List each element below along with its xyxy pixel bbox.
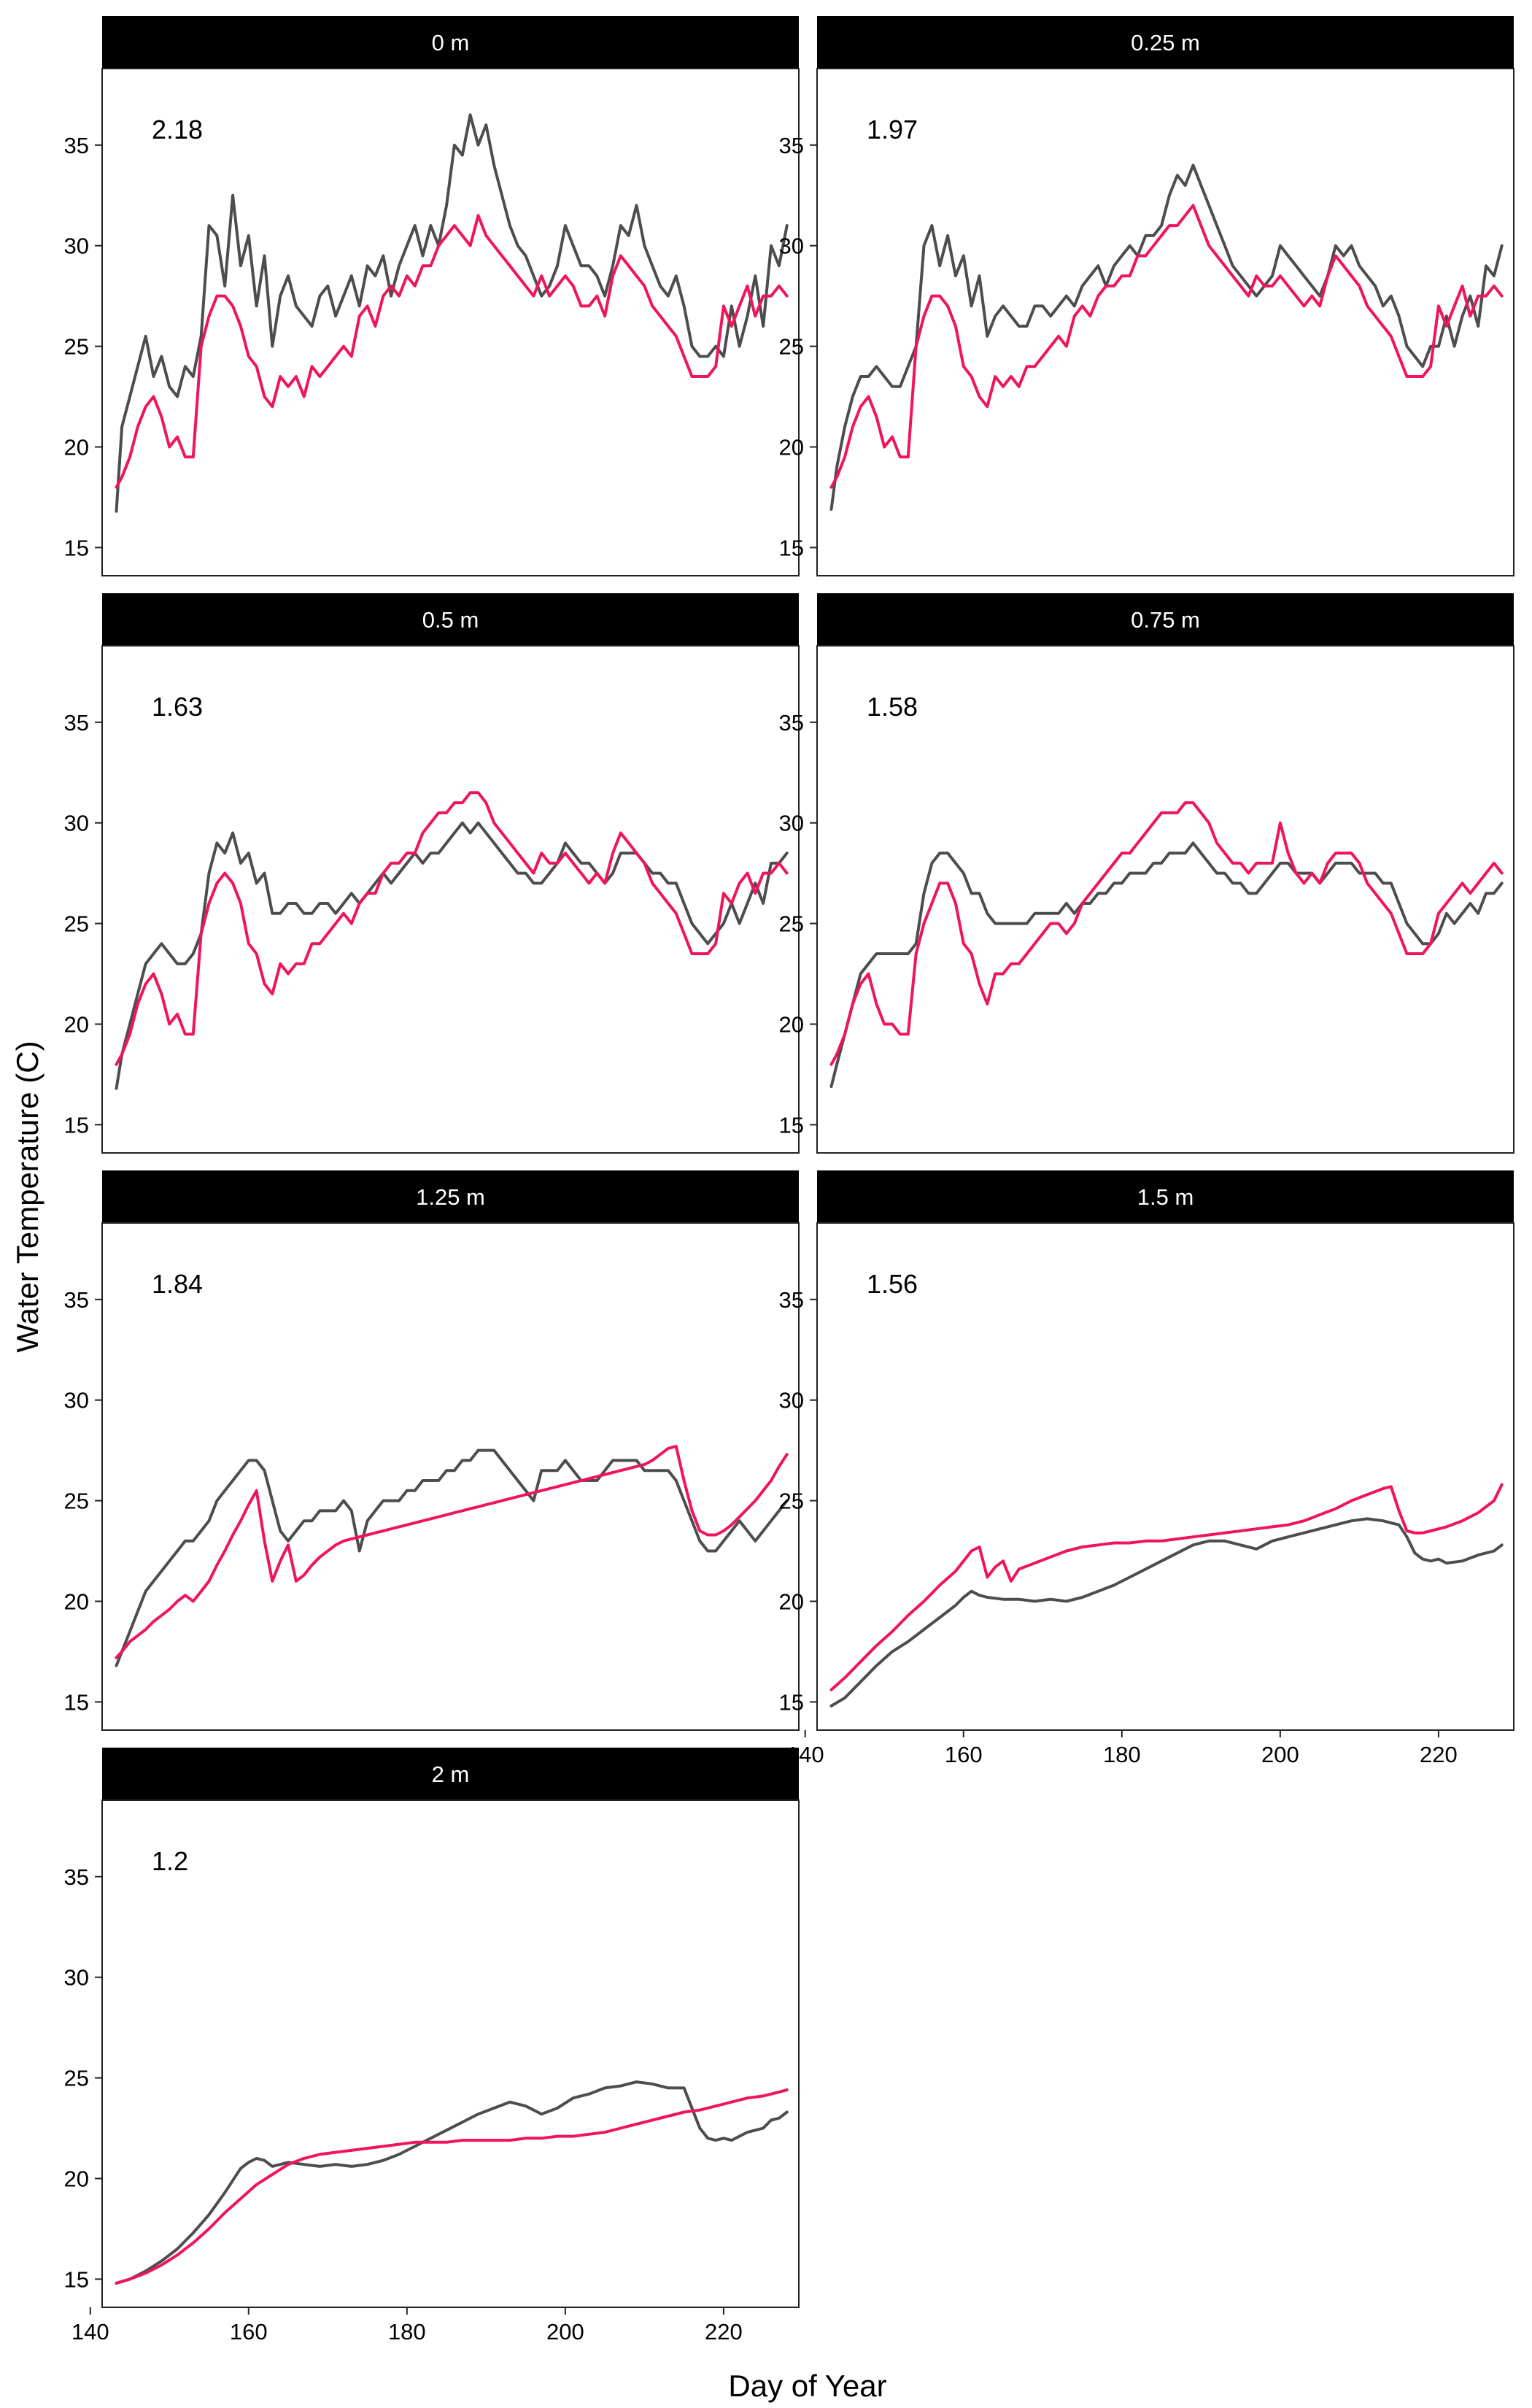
y-tick-label: 20 — [779, 1589, 804, 1614]
series-line-observed — [115, 821, 789, 1090]
panel-plot-area — [101, 68, 800, 576]
y-tick-label: 30 — [64, 1388, 89, 1413]
panel-strip-label: 0.5 m — [422, 607, 479, 633]
series-line-observed — [829, 841, 1504, 1088]
panel-strip-label: 0.25 m — [1131, 30, 1200, 55]
y-tick-label: 30 — [64, 1965, 89, 1991]
y-tick-label: 25 — [64, 911, 89, 937]
y-tick-label: 25 — [779, 334, 804, 360]
panel-strip-label: 0.75 m — [1131, 607, 1200, 633]
y-axis-title: Water Temperature (C) — [10, 1041, 45, 1352]
panel-plot-area — [101, 1222, 800, 1731]
x-tick-label: 160 — [230, 2319, 268, 2345]
series-line-observed — [115, 2080, 789, 2285]
y-tick-label: 35 — [64, 1864, 89, 1890]
y-tick-label: 15 — [779, 535, 804, 560]
y-tick-label: 25 — [64, 2066, 89, 2091]
panels-layer: 0 m 15 20 25 30 35 2.18 0.25 m 15 20 25 30 35 1.97 0.5… — [64, 16, 1514, 2345]
x-tick-label: 160 — [945, 1742, 983, 1767]
series-line-observed — [115, 1448, 789, 1667]
panel-strip — [102, 1748, 799, 1800]
x-tick-label: 220 — [705, 2319, 743, 2345]
panel-strip — [102, 593, 799, 646]
rmse-annotation: 1.2 — [152, 1846, 188, 1876]
y-tick-label: 20 — [64, 1011, 89, 1037]
series-line-observed — [829, 163, 1504, 511]
y-tick-label: 35 — [779, 710, 804, 736]
series-line-modeled — [115, 791, 789, 1066]
y-tick-label: 20 — [64, 2166, 89, 2191]
y-tick-label: 25 — [64, 334, 89, 360]
rmse-annotation: 1.84 — [152, 1269, 203, 1299]
y-tick-label: 15 — [64, 2266, 89, 2292]
y-tick-label: 20 — [64, 434, 89, 460]
x-tick-label: 140 — [71, 2319, 109, 2345]
panel-plot-area — [816, 1222, 1514, 1731]
y-tick-label: 20 — [64, 1589, 89, 1614]
panel-strip-label: 1.25 m — [416, 1184, 485, 1210]
panel-strip — [817, 1170, 1514, 1223]
series-line-modeled — [115, 1445, 789, 1659]
series-line-modeled — [829, 204, 1504, 489]
series-line-observed — [115, 113, 789, 513]
y-tick-label: 20 — [779, 434, 804, 460]
x-axis-title: Day of Year — [728, 2369, 886, 2403]
y-tick-label: 20 — [779, 1011, 804, 1037]
panel-2-m: 2 m 15 20 25 30 35 140 160 180 200 220 1.2 — [64, 1748, 800, 2345]
panel-strip — [102, 1170, 799, 1223]
panel-0-25-m: 0.25 m 15 20 25 30 35 1.97 — [779, 16, 1514, 576]
rmse-annotation: 1.58 — [867, 692, 918, 722]
x-tick-label: 180 — [388, 2319, 426, 2345]
y-tick-label: 25 — [779, 911, 804, 937]
series-line-modeled — [829, 801, 1504, 1066]
panel-0-5-m: 0.5 m 15 20 25 30 35 1.63 — [64, 593, 800, 1154]
y-tick-label: 35 — [64, 133, 89, 158]
panel-strip — [817, 593, 1514, 646]
series-line-modeled — [115, 2088, 789, 2285]
x-tick-label: 180 — [1103, 1742, 1141, 1767]
y-tick-label: 25 — [779, 1489, 804, 1514]
y-tick-label: 30 — [779, 234, 804, 259]
y-tick-label: 15 — [64, 1689, 89, 1715]
y-tick-label: 25 — [64, 1489, 89, 1514]
y-tick-label: 30 — [779, 811, 804, 836]
panel-plot-area — [101, 1799, 800, 2308]
y-tick-label: 35 — [64, 1287, 89, 1313]
y-tick-label: 30 — [779, 1388, 804, 1413]
series-line-observed — [829, 1517, 1504, 1707]
rmse-annotation: 2.18 — [152, 115, 203, 144]
panel-0-75-m: 0.75 m 15 20 25 30 35 1.58 — [779, 593, 1514, 1154]
panel-strip-label: 2 m — [432, 1761, 470, 1787]
series-line-modeled — [115, 214, 789, 489]
panel-strip — [102, 16, 799, 69]
y-tick-label: 35 — [779, 1287, 804, 1313]
rmse-annotation: 1.63 — [152, 692, 203, 722]
panel-strip — [817, 16, 1514, 69]
y-tick-label: 15 — [779, 1689, 804, 1715]
y-tick-label: 15 — [779, 1112, 804, 1138]
rmse-annotation: 1.97 — [867, 115, 918, 144]
panel-strip-label: 0 m — [432, 30, 470, 55]
series-line-modeled — [829, 1483, 1504, 1691]
y-tick-label: 30 — [64, 811, 89, 836]
x-tick-label: 200 — [1261, 1742, 1299, 1767]
y-tick-label: 15 — [64, 535, 89, 560]
y-tick-label: 30 — [64, 234, 89, 259]
panel-0-m: 0 m 15 20 25 30 35 2.18 — [64, 16, 800, 576]
x-tick-label: 200 — [546, 2319, 584, 2345]
y-tick-label: 15 — [64, 1112, 89, 1138]
rmse-annotation: 1.56 — [867, 1269, 918, 1299]
y-tick-label: 35 — [64, 710, 89, 736]
x-tick-label: 220 — [1420, 1742, 1458, 1767]
y-tick-label: 35 — [779, 133, 804, 158]
panel-plot-area — [816, 68, 1514, 576]
panel-1-25-m: 1.25 m 15 20 25 30 35 1.84 — [64, 1170, 800, 1731]
panel-strip-label: 1.5 m — [1137, 1184, 1194, 1210]
